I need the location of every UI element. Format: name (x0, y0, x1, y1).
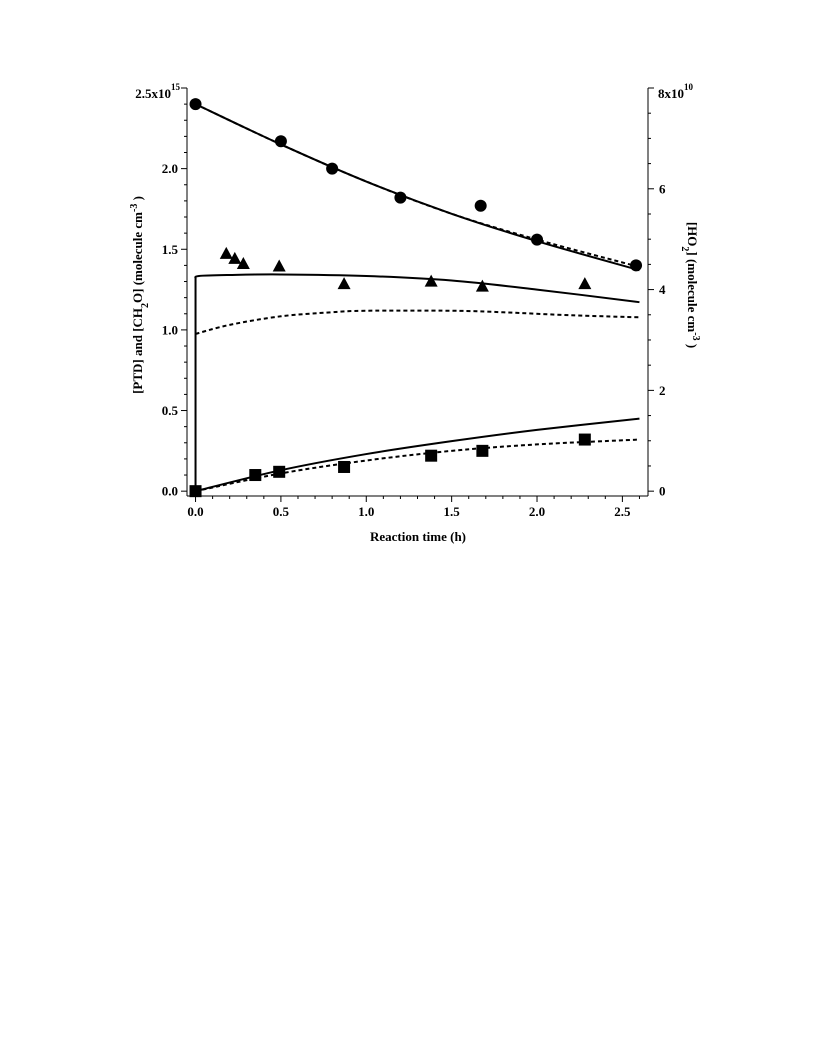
x-tick-label: 2.0 (529, 504, 545, 519)
data-point-triangle (272, 259, 286, 272)
y-right-tick-label: 6 (659, 181, 666, 196)
y-right-top-tick-label: 8x1010 (658, 82, 694, 101)
model-curve-dashed (195, 309, 640, 335)
data-point-circle (326, 162, 339, 175)
y-left-tick-label: 0.5 (162, 403, 179, 418)
data-point-triangle (337, 277, 351, 290)
data-point-square (476, 444, 489, 457)
data-point-triangle (578, 277, 592, 290)
y-axis-right-label: [HO2] (molecule cm-3 ) (680, 222, 702, 348)
model-curve-dashed (195, 103, 640, 268)
model-curve-solid (194, 273, 640, 492)
data-point-circle (474, 199, 487, 212)
data-point-square (249, 469, 262, 482)
data-point-square (578, 433, 591, 446)
model-curve-dashed (195, 438, 640, 493)
axes (181, 87, 654, 502)
data-point-triangle (219, 246, 233, 259)
data-point-square (338, 460, 351, 473)
y-left-top-tick-label: 2.5x1015 (135, 82, 180, 101)
y-right-tick-label: 0 (659, 484, 666, 499)
y-axis-left-label: [PTD] and [CH2O] (molecule cm-3 ) (129, 196, 151, 394)
data-point-circle (531, 233, 544, 246)
y-left-tick-label: 2.0 (162, 161, 178, 176)
data-point-circle (630, 259, 643, 272)
x-tick-label: 0.5 (273, 504, 290, 519)
y-left-tick-label: 1.0 (162, 322, 178, 337)
data-point-square (273, 465, 286, 478)
x-tick-label: 0.0 (187, 504, 203, 519)
y-left-tick-label: 0.0 (162, 484, 178, 499)
x-axis-label: Reaction time (h) (370, 529, 466, 544)
x-tick-label: 2.5 (614, 504, 631, 519)
data-point-triangle (228, 251, 242, 264)
data-point-circle (274, 135, 287, 148)
y-right-tick-label: 4 (659, 282, 666, 297)
data-point-square (189, 485, 202, 498)
data-markers (189, 98, 643, 498)
y-right-tick-label: 2 (659, 383, 666, 398)
data-point-triangle (424, 274, 438, 287)
data-point-circle (189, 98, 202, 111)
model-curves (194, 103, 640, 493)
y-left-tick-label: 1.5 (162, 242, 179, 257)
data-point-triangle (236, 256, 250, 269)
tick-labels: 0.0 0.5 1.0 1.5 2.0 2.5 0.0 0.5 1.0 1.5 2.0 0 2 4 6 (162, 161, 666, 519)
x-tick-label: 1.5 (444, 504, 461, 519)
data-point-triangle (475, 279, 489, 292)
data-point-circle (394, 191, 407, 204)
model-curve-solid (195, 103, 640, 272)
x-tick-label: 1.0 (358, 504, 374, 519)
data-point-square (425, 449, 438, 462)
